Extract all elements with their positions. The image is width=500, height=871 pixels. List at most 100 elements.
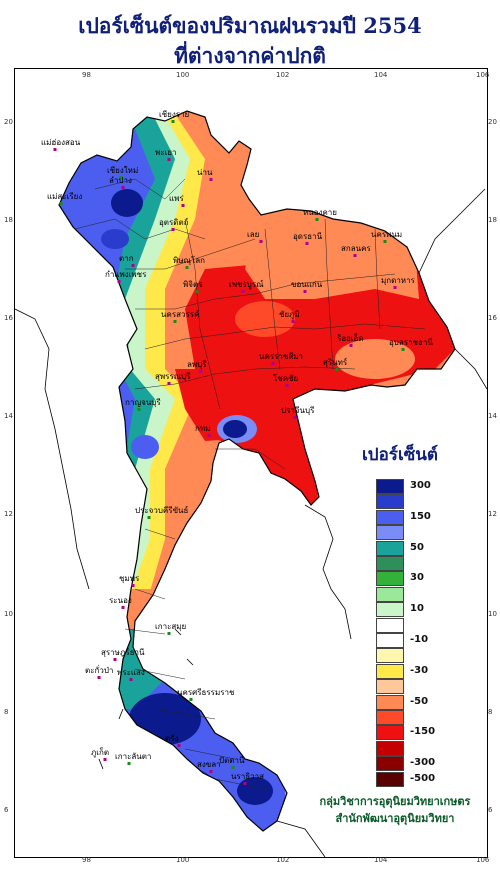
latitude-tick-right-14: 14 <box>488 412 497 420</box>
longitude-tick-bottom-102: 102 <box>276 856 290 864</box>
latitude-tick-right-6: 6 <box>488 806 493 814</box>
legend-label: -10 <box>410 634 429 645</box>
station-marker <box>195 290 199 293</box>
station-label: อุดรธานี <box>293 232 323 241</box>
legend-swatch <box>376 663 404 679</box>
legend-label: 30 <box>410 572 424 584</box>
longitude-tick-bottom-104: 104 <box>374 856 388 864</box>
station-label: ชุมพร <box>119 574 140 583</box>
province-boundaries <box>74 178 426 790</box>
legend-label: -300 <box>410 757 436 769</box>
legend-swatch <box>376 756 404 772</box>
station-marker <box>121 606 125 609</box>
longitude-tick-bottom-98: 98 <box>82 856 91 864</box>
latitude-tick-left-10: 10 <box>4 610 13 618</box>
station-marker <box>129 678 133 681</box>
longitude-tick-top-98: 98 <box>82 71 91 79</box>
station-marker <box>117 280 121 283</box>
station-marker <box>53 148 57 151</box>
station-label: หนองคาย <box>303 208 337 217</box>
station-marker <box>177 744 181 747</box>
station-marker <box>293 416 297 419</box>
station-label: สุรินทร์ <box>323 357 348 367</box>
latitude-tick-left-6: 6 <box>4 806 9 814</box>
station-marker <box>209 770 213 773</box>
legend-label: 50 <box>410 541 424 553</box>
station-label: พระแสง <box>117 668 145 677</box>
station-label: ลำปาง <box>109 176 132 185</box>
station-marker <box>315 218 319 221</box>
station-label: แพร่ <box>169 194 184 203</box>
station-label: พะเยา <box>155 148 176 157</box>
legend-swatch <box>376 633 404 648</box>
station-marker <box>59 202 63 205</box>
station-marker <box>167 382 171 385</box>
station-label: โชคชัย <box>273 373 298 383</box>
station-marker <box>103 758 107 761</box>
legend-swatch <box>376 509 404 525</box>
station-marker <box>119 176 123 179</box>
legend-title: เปอร์เซ็นต์ <box>362 445 438 465</box>
legend-swatch <box>376 556 404 571</box>
longitude-tick-top-104: 104 <box>374 71 388 79</box>
station-marker <box>137 408 141 411</box>
station-label: นครพนม <box>371 230 402 239</box>
latitude-tick-left-12: 12 <box>4 510 13 518</box>
station-label: ตรัง <box>165 734 178 743</box>
map-title: เปอร์เซ็นต์ของปริมาณฝนรวมปี 2554 <box>78 13 422 38</box>
station-label: สุราษฎร์ธานี <box>101 647 145 657</box>
longitude-tick-top-102: 102 <box>276 71 290 79</box>
latitude-tick-left-16: 16 <box>4 314 13 322</box>
station-label: กำแพงเพชร <box>105 270 147 279</box>
station-marker <box>353 254 357 257</box>
latitude-tick-right-16: 16 <box>488 314 497 322</box>
station-marker <box>171 228 175 231</box>
station-marker <box>189 698 193 701</box>
station-marker <box>305 242 309 245</box>
station-label: อุตรดิตถ์ <box>159 217 189 227</box>
station-label: ชัยภูมิ <box>279 310 300 320</box>
legend-swatch <box>376 771 404 787</box>
legend-swatch <box>376 571 404 587</box>
legend-label: 10 <box>410 603 424 615</box>
station-label: ตะกั่วป่า <box>85 664 113 675</box>
station-label: ประจวบคีรีขันธ์ <box>135 505 189 515</box>
latitude-tick-left-18: 18 <box>4 216 13 224</box>
latitude-tick-left-8: 8 <box>4 708 9 716</box>
legend-label: -500 <box>410 772 436 784</box>
station-label: เชียงราย <box>159 110 189 119</box>
station-label: กทม <box>195 424 210 433</box>
legend-swatch <box>376 617 404 633</box>
station-marker <box>207 434 211 437</box>
longitude-tick-bottom-100: 100 <box>176 856 190 864</box>
legend-swatch <box>376 740 404 756</box>
station-marker <box>127 762 131 765</box>
station-marker <box>199 370 203 373</box>
station-label: นครศรีธรรมราช <box>177 688 235 697</box>
legend-swatch <box>376 725 404 741</box>
station-label: เชียงใหม่ <box>107 166 138 175</box>
station-marker <box>173 320 177 323</box>
legend-label: -30 <box>410 664 429 676</box>
station-label: ขอนแก่น <box>291 280 323 289</box>
station-marker <box>349 344 353 347</box>
station-label: เกาะสมุย <box>155 622 186 631</box>
station-marker <box>147 516 151 519</box>
station-label: นครราชสีมา <box>259 352 303 361</box>
station-label: พิจิตร <box>183 280 203 289</box>
station-label: ปราจีนบุรี <box>281 406 315 415</box>
station-label: ภูเก็ต <box>91 747 109 758</box>
latitude-tick-left-20: 20 <box>4 118 13 126</box>
latitude-tick-right-18: 18 <box>488 216 497 224</box>
station-marker <box>285 384 289 387</box>
legend-swatch <box>376 648 404 664</box>
legend-swatch <box>376 540 404 556</box>
latitude-tick-right-12: 12 <box>488 510 497 518</box>
station-marker <box>335 368 339 371</box>
neighbour-coastlines <box>14 188 488 858</box>
station-label: ตาก <box>119 254 134 263</box>
station-marker <box>167 632 171 635</box>
station-marker <box>131 584 135 587</box>
station-marker <box>121 186 125 189</box>
